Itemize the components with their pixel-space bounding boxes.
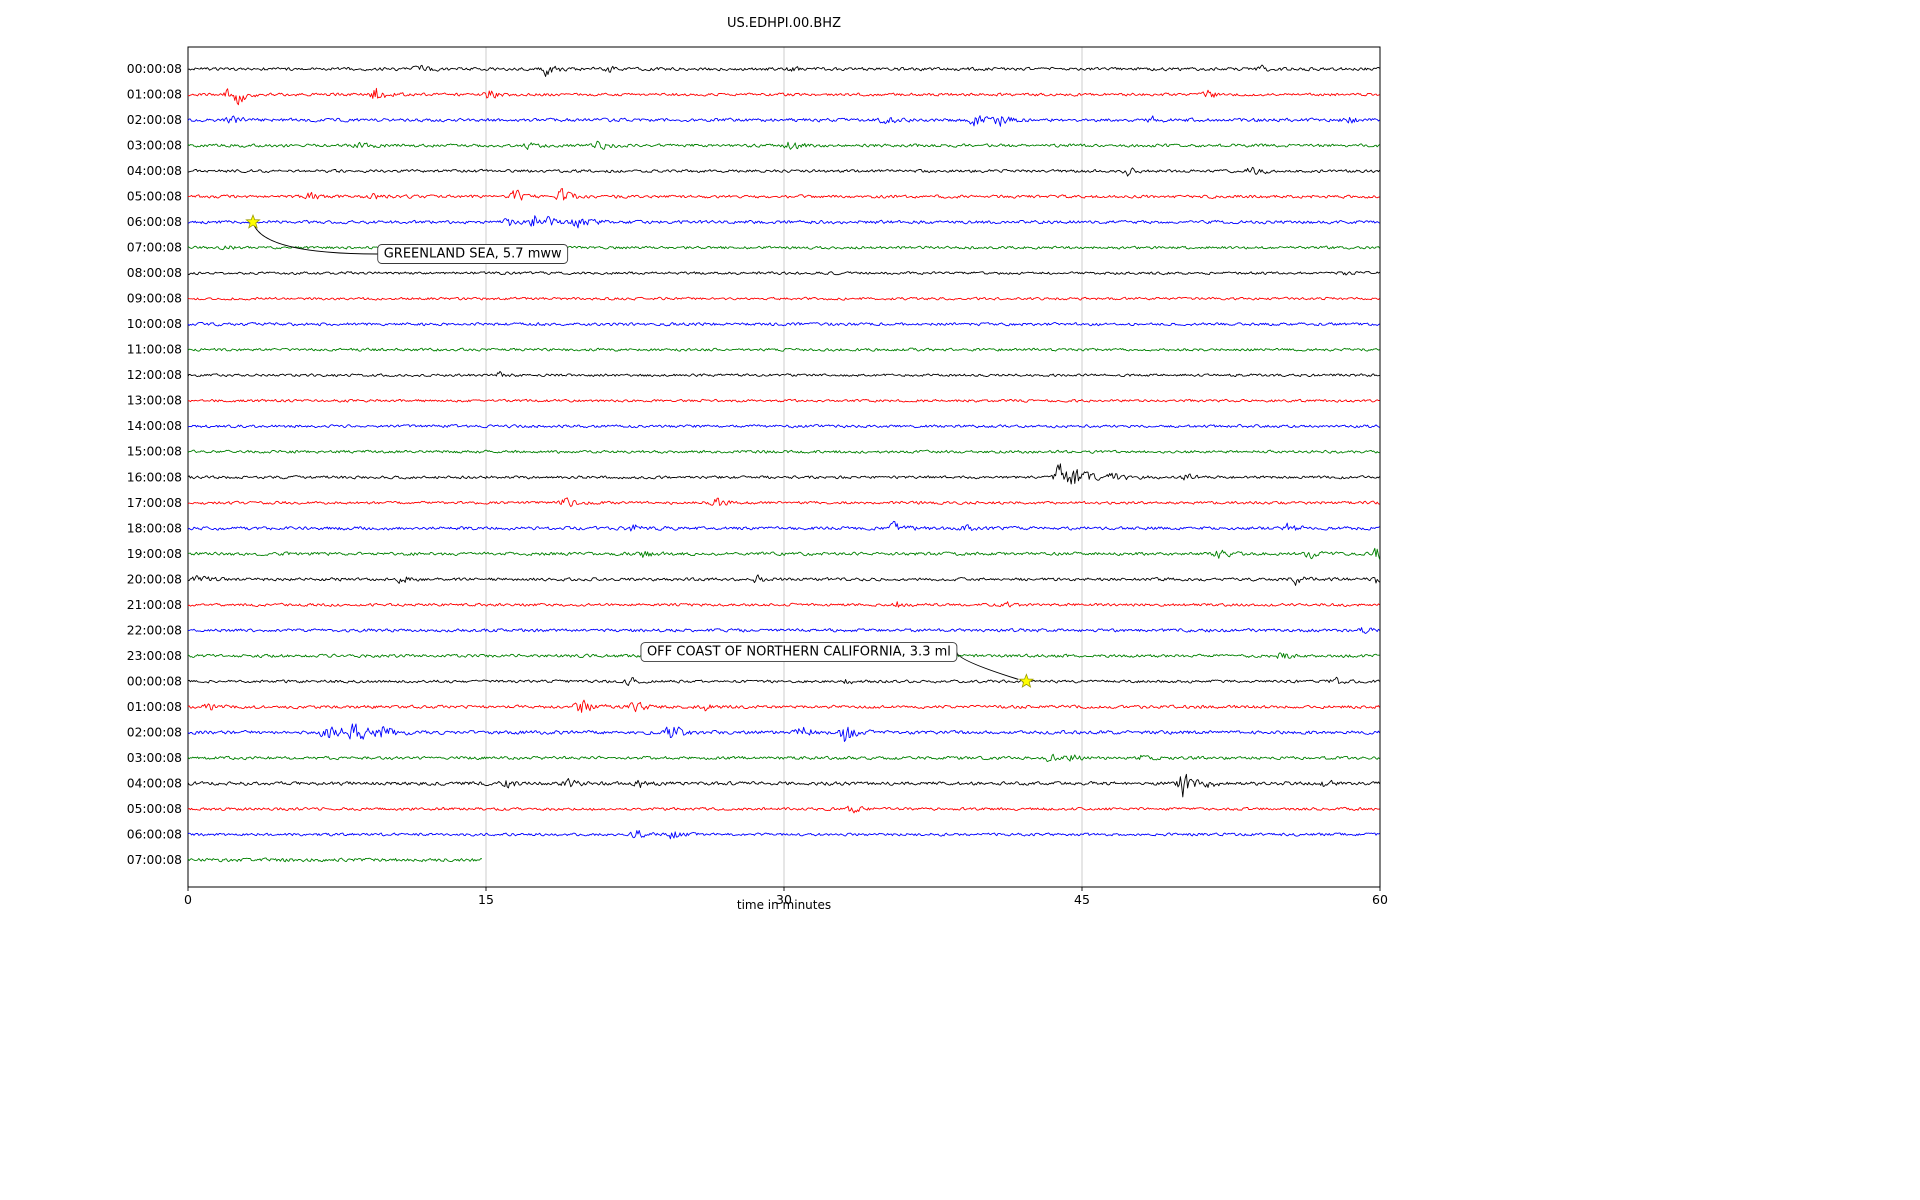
trace-row: [187, 601, 1380, 608]
row-time-label: 07:00:08: [127, 241, 182, 255]
event-label: OFF COAST OF NORTHERN CALIFORNIA, 3.3 ml: [647, 645, 951, 660]
row-time-label: 20:00:08: [127, 572, 182, 586]
row-time-label: 15:00:08: [127, 445, 182, 459]
row-time-label: 09:00:08: [127, 292, 182, 306]
row-time-label: 06:00:08: [127, 827, 182, 841]
row-time-label: 11:00:08: [127, 343, 182, 357]
row-time-label: 19:00:08: [127, 547, 182, 561]
trace-row: [187, 676, 1380, 686]
x-tick-label: 30: [776, 892, 792, 907]
x-axis-label: time in minutes: [736, 898, 832, 912]
row-time-label: 00:00:08: [127, 62, 182, 76]
event-label-box: [640, 642, 958, 662]
row-time-label: 01:00:08: [127, 88, 182, 102]
row-time-label: 13:00:08: [127, 394, 182, 408]
trace-row: [187, 115, 1380, 127]
row-time-label: 03:00:08: [127, 751, 182, 765]
trace-row: [187, 370, 1380, 378]
row-time-label: 12:00:08: [127, 368, 182, 382]
trace-row: [187, 87, 1380, 106]
trace-row: [187, 520, 1380, 532]
trace-row: [187, 627, 1380, 634]
trace-row: [187, 296, 1380, 301]
trace-row: [187, 188, 1380, 201]
trace-row: [187, 805, 1380, 814]
trace-row: [187, 398, 1380, 403]
trace-row: [187, 753, 1380, 763]
row-time-label: 06:00:08: [127, 215, 182, 229]
event-label-box: [377, 244, 569, 264]
event-connector: [956, 651, 1019, 680]
trace-row: [187, 857, 483, 863]
trace-row: [187, 574, 1380, 586]
trace-row: [187, 64, 1380, 77]
row-time-label: 00:00:08: [127, 674, 182, 688]
trace-row: [187, 699, 1380, 713]
row-time-label: 02:00:08: [127, 725, 182, 739]
row-time-label: 04:00:08: [127, 164, 182, 178]
row-time-label: 08:00:08: [127, 266, 182, 280]
x-tick-label: 45: [1074, 892, 1090, 907]
trace-row: [187, 424, 1380, 429]
row-time-label: 23:00:08: [127, 649, 182, 663]
trace-row: [187, 271, 1380, 276]
event-star-icon: [245, 213, 261, 229]
row-time-label: 18:00:08: [127, 521, 182, 535]
row-time-label: 17:00:08: [127, 496, 182, 510]
trace-row: [187, 449, 1380, 454]
row-time-label: 14:00:08: [127, 419, 182, 433]
trace-row: [187, 723, 1380, 742]
chart-title: US.EDHPI.00.BHZ: [727, 16, 841, 31]
row-time-label: 03:00:08: [127, 139, 182, 153]
row-time-label: 02:00:08: [127, 113, 182, 127]
x-tick-label: 0: [184, 892, 192, 907]
row-time-label: 01:00:08: [127, 700, 182, 714]
row-time-label: 05:00:08: [127, 802, 182, 816]
trace-row: [187, 463, 1380, 485]
row-time-label: 04:00:08: [127, 776, 182, 790]
trace-row: [187, 830, 1380, 840]
row-time-label: 10:00:08: [127, 317, 182, 331]
trace-row: [188, 547, 1381, 560]
x-tick-label: 60: [1372, 892, 1388, 907]
trace-row: [187, 166, 1380, 177]
trace-row: [187, 322, 1380, 327]
row-time-label: 22:00:08: [127, 623, 182, 637]
row-time-label: 21:00:08: [127, 598, 182, 612]
event-connector: [252, 221, 378, 255]
x-tick-label: 15: [478, 892, 494, 907]
event-star-icon: [1018, 673, 1035, 688]
row-time-label: 05:00:08: [127, 190, 182, 204]
trace-row: [187, 347, 1380, 352]
trace-row: [187, 773, 1380, 798]
row-time-label: 07:00:08: [127, 853, 182, 867]
event-label: GREENLAND SEA, 5.7 mww: [384, 246, 562, 261]
trace-row: [187, 215, 1380, 229]
row-time-label: 16:00:08: [127, 470, 182, 484]
trace-row: [187, 497, 1380, 507]
trace-row: [187, 140, 1380, 150]
